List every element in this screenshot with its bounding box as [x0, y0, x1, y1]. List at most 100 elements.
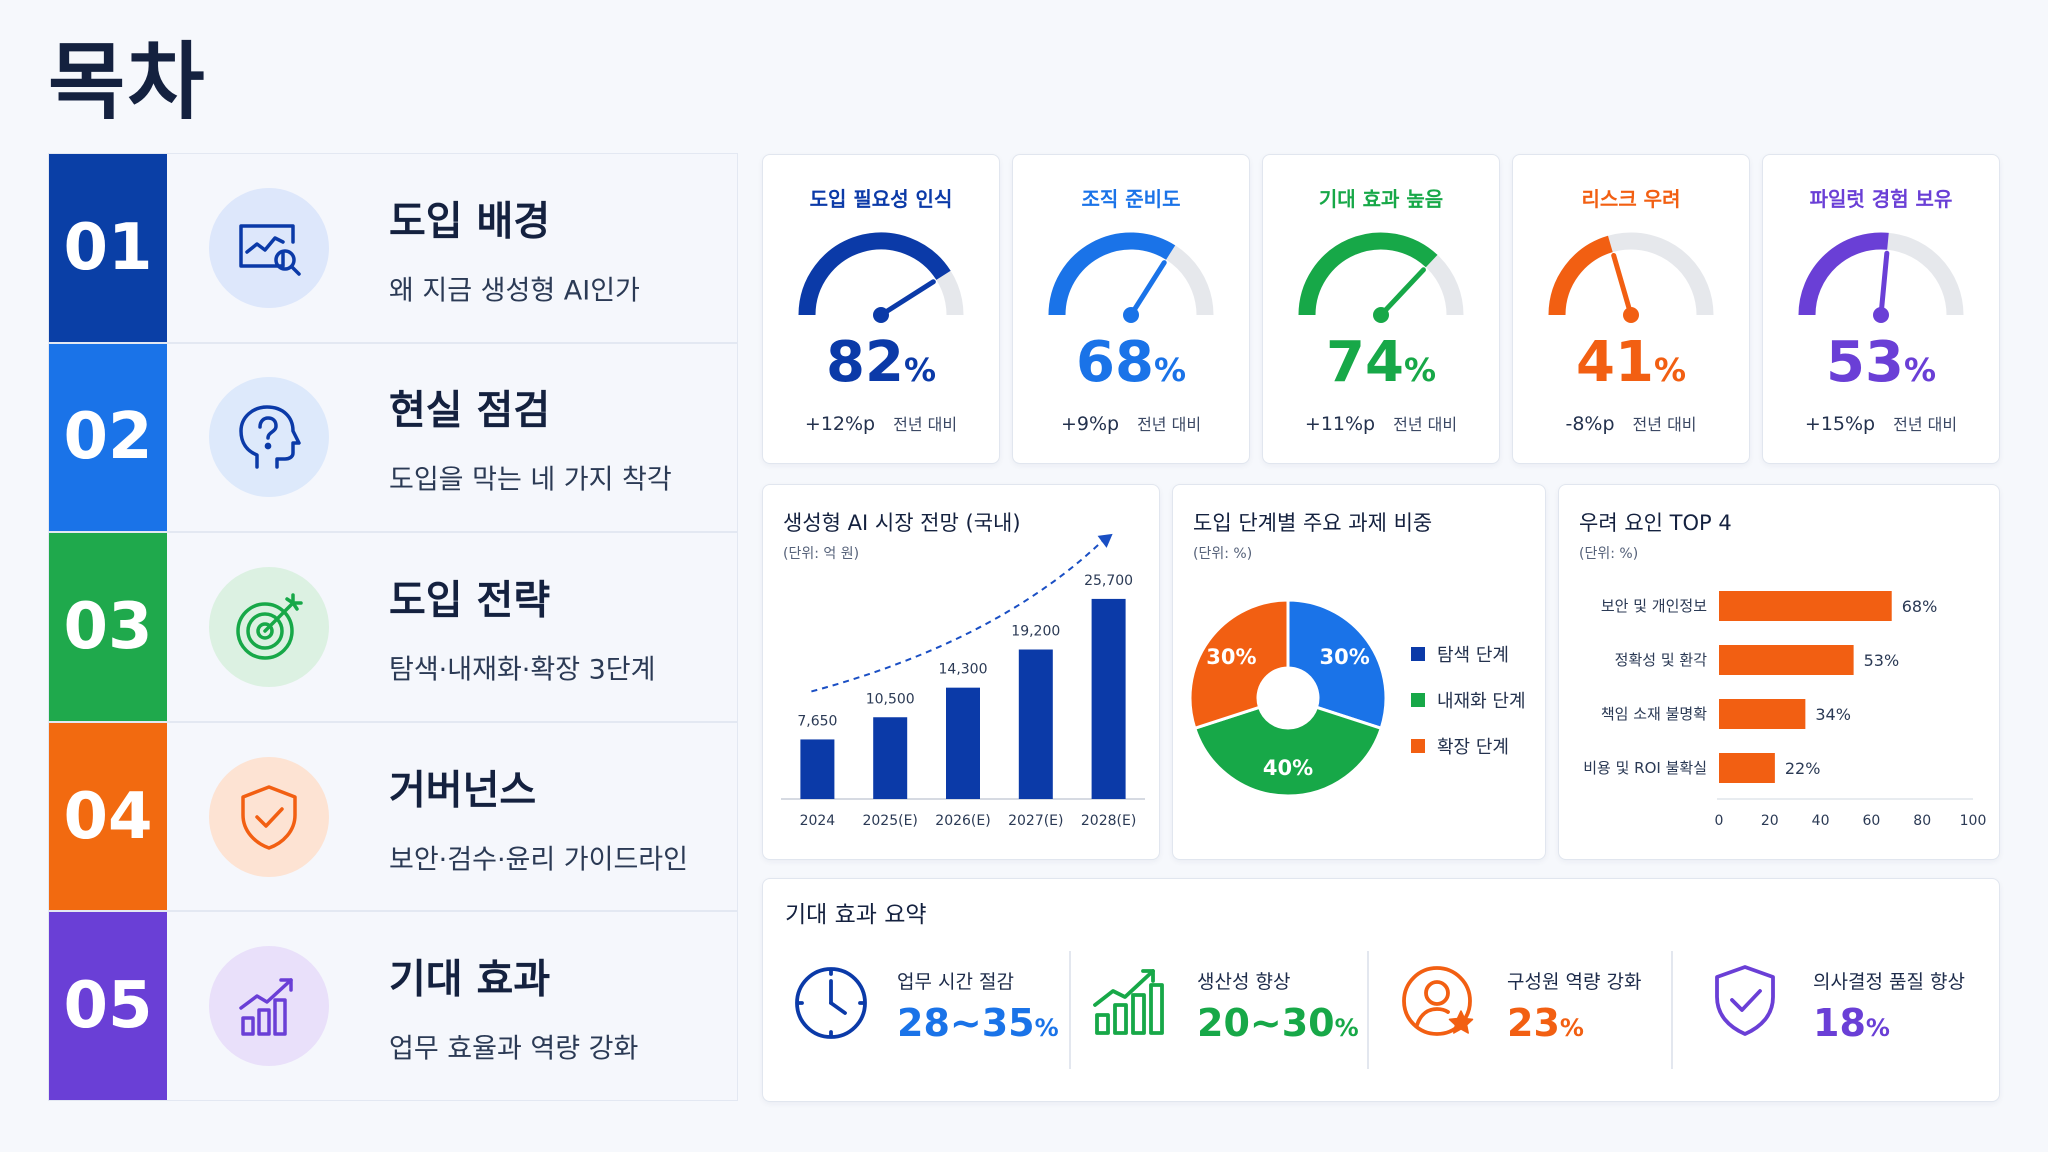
- data-label: 7,650: [797, 713, 837, 729]
- kpi-compare-label: 전년 대비: [1393, 415, 1458, 434]
- legend-swatch: [1411, 693, 1425, 707]
- chart-unit: (단위: %): [1193, 546, 1253, 562]
- chart-title: 우려 요인 TOP 4: [1579, 511, 1732, 535]
- toc-subtitle: 보안·검수·윤리 가이드라인: [389, 844, 688, 876]
- growth-chart-icon: [1093, 969, 1164, 1035]
- tick-label: 20: [1761, 813, 1779, 829]
- kpi-card-pilot: 파일럿 경험 보유 53% +15%p 전년 대비: [1762, 154, 2000, 464]
- toc-number: 02: [49, 343, 167, 532]
- trend-arrow-head: [1097, 533, 1113, 548]
- toc-icon-circle: [209, 566, 329, 687]
- summary-label: 업무 시간 절감: [897, 971, 1014, 993]
- summary-title: 기대 효과 요약: [785, 902, 927, 928]
- toc-item-03[interactable]: 03 도입 전략 탐색·내재화·확장 3단계: [48, 532, 738, 722]
- gauge-hub: [1873, 307, 1889, 323]
- summary-value: 28~35%: [897, 1001, 1059, 1045]
- toc-subtitle: 탐색·내재화·확장 3단계: [389, 654, 656, 686]
- gauge-hub: [1623, 307, 1639, 323]
- gauge-hub: [873, 307, 889, 323]
- data-label: 19,200: [1011, 624, 1060, 640]
- summary-item-decision: 의사결정 품질 향상 18%: [1707, 943, 1987, 1065]
- kpi-card-effect: 기대 효과 높음 74% +11%p 전년 대비: [1262, 154, 1500, 464]
- tick-label: 2024: [800, 813, 836, 829]
- gauge-needle: [1611, 252, 1634, 318]
- toc-subtitle: 도입을 막는 네 가지 착각: [389, 464, 672, 496]
- kpi-label: 파일럿 경험 보유: [1809, 187, 1953, 211]
- gauge: [1048, 232, 1214, 323]
- summary-item-time: 업무 시간 절감 28~35%: [791, 943, 1059, 1065]
- slice-label: 30%: [1206, 645, 1256, 669]
- kpi-number: 82: [826, 330, 904, 395]
- tick-label: 2028(E): [1081, 813, 1136, 829]
- toc-number: 03: [49, 533, 167, 721]
- toc-item-05[interactable]: 05 기대 효과 업무 효율과 역량 강화: [48, 911, 738, 1101]
- concern-chart-card: 우려 요인 TOP 4 (단위: %) 보안 및 개인정보 68% 정확성 및 환각…: [1558, 484, 2000, 860]
- data-label: 22%: [1785, 759, 1821, 778]
- bar: [800, 739, 835, 799]
- legend-swatch: [1411, 739, 1425, 753]
- tick-label: 2027(E): [1008, 813, 1063, 829]
- legend-item: 탐색 단계: [1411, 641, 1526, 667]
- legend-item: 내재화 단계: [1411, 687, 1526, 713]
- tick-label: 40: [1812, 813, 1830, 829]
- user-star-icon: [1402, 966, 1474, 1036]
- tick-label: 2025(E): [862, 813, 917, 829]
- toc-number: 05: [49, 912, 167, 1100]
- data-label: 10,500: [866, 691, 915, 707]
- kpi-card-need: 도입 필요성 인식 82% +12%p 전년 대비: [762, 154, 1000, 464]
- toc-item-01[interactable]: 01 도입 배경 왜 지금 생성형 AI인가: [48, 153, 738, 343]
- kpi-label: 리스크 우려: [1581, 187, 1681, 211]
- legend-item: 확장 단계: [1411, 733, 1526, 759]
- divider: [1069, 951, 1071, 1069]
- toc-item-02[interactable]: 02 현실 점검 도입을 막는 네 가지 착각: [48, 342, 738, 533]
- kpi-delta-value: +9%p: [1060, 413, 1120, 435]
- concern-bar-chart: 보안 및 개인정보 68% 정확성 및 환각 53% 책임 소재 불명확 34% 비용 및 …: [1583, 591, 1986, 829]
- legend-label: 확장 단계: [1437, 737, 1509, 758]
- kpi-value: 74%: [1263, 330, 1499, 395]
- slice-label: 40%: [1263, 756, 1313, 780]
- kpi-value: 68%: [1013, 330, 1249, 395]
- kpi-delta: +11%p 전년 대비: [1263, 411, 1499, 435]
- summary-label: 생산성 향상: [1197, 971, 1291, 993]
- chart-unit: (단위: 억 원): [783, 546, 860, 562]
- toc-title: 기대 효과: [389, 956, 551, 1003]
- legend-label: 내재화 단계: [1437, 691, 1526, 712]
- summary-unit: %: [1034, 1014, 1059, 1042]
- data-label: 53%: [1864, 651, 1900, 670]
- kpi-delta-value: -8%p: [1565, 413, 1615, 435]
- kpi-label: 조직 준비도: [1081, 187, 1181, 211]
- summary-label: 의사결정 품질 향상: [1813, 971, 1965, 993]
- kpi-unit: %: [1153, 351, 1186, 389]
- kpi-delta-value: +12%p: [804, 413, 876, 435]
- trend-arrow: [811, 538, 1106, 693]
- gauge: [1298, 232, 1464, 323]
- toc-number: 01: [49, 154, 167, 342]
- kpi-label: 도입 필요성 인식: [809, 187, 953, 211]
- kpi-compare-label: 전년 대비: [1893, 415, 1958, 434]
- gauge-needle: [878, 279, 936, 318]
- gauge: [798, 232, 964, 323]
- tick-label: 60: [1862, 813, 1880, 829]
- summary-number: 18: [1813, 1001, 1866, 1045]
- bar: [946, 687, 980, 799]
- summary-number: 23: [1507, 1001, 1560, 1045]
- chart-title: 생성형 AI 시장 전망 (국내): [783, 511, 1021, 535]
- kpi-number: 53: [1826, 330, 1904, 395]
- kpi-delta: +9%p 전년 대비: [1013, 411, 1249, 435]
- kpi-compare-label: 전년 대비: [1137, 415, 1202, 434]
- toc-item-04[interactable]: 04 거버넌스 보안·검수·윤리 가이드라인: [48, 721, 738, 912]
- kpi-unit: %: [903, 351, 936, 389]
- kpi-card-readiness: 조직 준비도 68% +9%p 전년 대비: [1012, 154, 1250, 464]
- summary-unit: %: [1559, 1014, 1584, 1042]
- toc-subtitle: 업무 효율과 역량 강화: [389, 1033, 639, 1065]
- bar: [1719, 753, 1775, 783]
- toc-title: 도입 전략: [389, 577, 551, 624]
- summary-value: 23%: [1507, 1001, 1584, 1045]
- bar: [1091, 598, 1126, 799]
- tick-label: 80: [1913, 813, 1931, 829]
- summary-card: 기대 효과 요약 업무 시간 절감 28~35% 생산성 향상 20~30%: [762, 878, 2000, 1102]
- toc-title: 현실 점검: [389, 387, 551, 434]
- kpi-value: 53%: [1763, 330, 1999, 395]
- chart-unit: (단위: %): [1579, 546, 1639, 562]
- donut-slice: [1286, 598, 1388, 731]
